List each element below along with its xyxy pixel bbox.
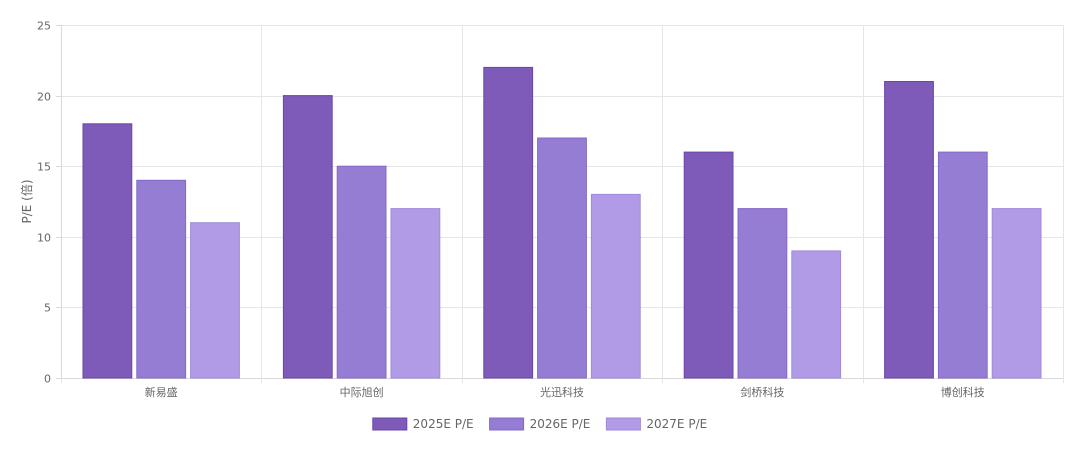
bar-3-1[interactable] bbox=[190, 222, 240, 379]
bar-2-5[interactable] bbox=[937, 151, 988, 379]
y-tick-label: 15 bbox=[37, 161, 51, 174]
bar-1-4[interactable] bbox=[683, 151, 734, 379]
legend-swatch[interactable] bbox=[489, 417, 525, 431]
legend-label: 2027E P/E bbox=[646, 417, 707, 431]
y-tick-label: 10 bbox=[37, 232, 51, 245]
x-tick-label: 中际旭创 bbox=[340, 385, 384, 399]
legend-swatch[interactable] bbox=[372, 417, 408, 431]
bar-3-3[interactable] bbox=[590, 193, 641, 379]
legend-item-3[interactable]: 2027E P/E bbox=[605, 417, 707, 431]
legend-swatch[interactable] bbox=[605, 417, 641, 431]
y-tick-label: 5 bbox=[44, 302, 51, 315]
bars bbox=[82, 66, 1042, 379]
y-tick-label: 25 bbox=[37, 20, 51, 33]
x-tick-label: 博创科技 bbox=[941, 385, 985, 399]
legend-item-1[interactable]: 2025E P/E bbox=[372, 417, 474, 431]
legend-label: 2026E P/E bbox=[530, 417, 591, 431]
bar-2-3[interactable] bbox=[537, 137, 587, 379]
bar-1-2[interactable] bbox=[282, 95, 333, 379]
y-tick-label: 20 bbox=[37, 91, 51, 104]
bar-2-4[interactable] bbox=[737, 208, 788, 379]
bar-1-5[interactable] bbox=[884, 81, 934, 379]
bar-1-1[interactable] bbox=[82, 123, 133, 379]
x-tick-label: 新易盛 bbox=[145, 385, 178, 399]
legend-item-2[interactable]: 2026E P/E bbox=[489, 417, 591, 431]
bar-3-2[interactable] bbox=[390, 208, 441, 379]
legend-label: 2025E P/E bbox=[413, 417, 474, 431]
legend[interactable]: 2025E P/E 2026E P/E 2027E P/E bbox=[372, 417, 707, 431]
y-axis-title: P/E (倍) bbox=[19, 179, 34, 223]
x-tick-label: 光迅科技 bbox=[540, 385, 584, 399]
bar-2-2[interactable] bbox=[336, 165, 387, 379]
bar-2-1[interactable] bbox=[136, 179, 187, 379]
x-tick-label: 剑桥科技 bbox=[740, 385, 784, 399]
bar-3-5[interactable] bbox=[991, 208, 1042, 379]
tick-labels: 0 5 10 15 20 25 新易盛 中际旭创 光迅科技 剑桥科技 博创科技 bbox=[37, 20, 985, 400]
y-tick-label: 0 bbox=[44, 373, 51, 386]
bar-1-3[interactable] bbox=[483, 66, 534, 379]
bar-3-4[interactable] bbox=[791, 250, 842, 379]
